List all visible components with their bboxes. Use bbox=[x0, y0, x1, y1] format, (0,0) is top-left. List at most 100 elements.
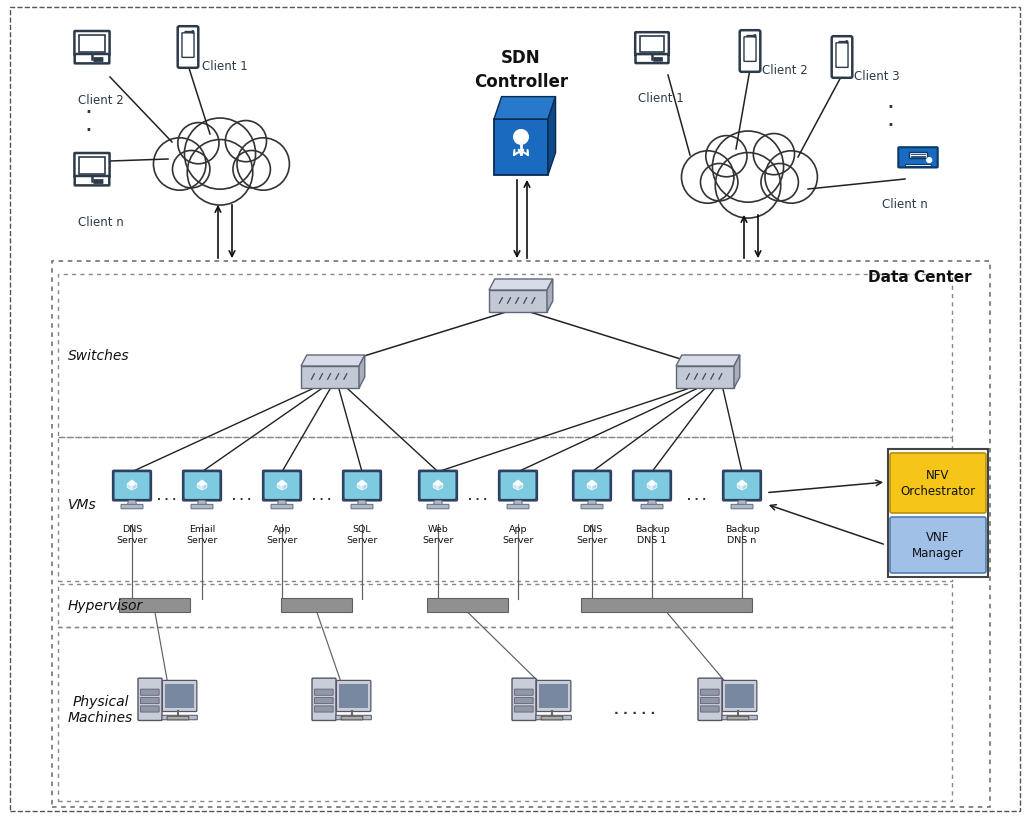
Polygon shape bbox=[301, 355, 365, 367]
Polygon shape bbox=[737, 484, 742, 491]
FancyBboxPatch shape bbox=[908, 152, 927, 159]
FancyBboxPatch shape bbox=[574, 472, 610, 500]
FancyBboxPatch shape bbox=[581, 505, 603, 509]
FancyBboxPatch shape bbox=[700, 698, 719, 704]
Text: Physical
Machines: Physical Machines bbox=[68, 694, 133, 724]
Polygon shape bbox=[434, 484, 438, 491]
Polygon shape bbox=[277, 499, 286, 505]
Polygon shape bbox=[587, 499, 596, 505]
Text: Client 3: Client 3 bbox=[854, 70, 899, 83]
Circle shape bbox=[226, 121, 267, 162]
Polygon shape bbox=[197, 484, 202, 491]
Text: Hypervisor: Hypervisor bbox=[68, 599, 143, 613]
Text: Client n: Client n bbox=[78, 215, 124, 229]
Polygon shape bbox=[547, 279, 553, 313]
Circle shape bbox=[178, 124, 219, 165]
Circle shape bbox=[184, 119, 255, 190]
FancyBboxPatch shape bbox=[740, 31, 760, 73]
Polygon shape bbox=[127, 484, 132, 491]
Text: ·: · bbox=[886, 96, 894, 120]
Polygon shape bbox=[518, 484, 523, 491]
FancyBboxPatch shape bbox=[722, 715, 757, 720]
Polygon shape bbox=[592, 484, 596, 491]
FancyBboxPatch shape bbox=[122, 505, 143, 509]
Text: App
Server: App Server bbox=[503, 524, 534, 544]
FancyBboxPatch shape bbox=[541, 717, 562, 720]
FancyBboxPatch shape bbox=[722, 681, 757, 712]
Text: NFV
Orchestrator: NFV Orchestrator bbox=[900, 469, 975, 498]
Polygon shape bbox=[128, 499, 137, 505]
FancyBboxPatch shape bbox=[838, 42, 846, 43]
FancyBboxPatch shape bbox=[905, 165, 931, 167]
Polygon shape bbox=[434, 480, 443, 486]
FancyBboxPatch shape bbox=[890, 518, 986, 573]
Polygon shape bbox=[676, 355, 740, 367]
FancyBboxPatch shape bbox=[191, 505, 213, 509]
Polygon shape bbox=[357, 499, 367, 505]
Polygon shape bbox=[357, 484, 362, 491]
Circle shape bbox=[706, 137, 747, 178]
Circle shape bbox=[233, 152, 271, 188]
Text: ·: · bbox=[84, 119, 92, 143]
Circle shape bbox=[761, 165, 798, 201]
FancyBboxPatch shape bbox=[640, 37, 664, 53]
FancyBboxPatch shape bbox=[264, 472, 300, 500]
FancyBboxPatch shape bbox=[140, 690, 160, 695]
FancyBboxPatch shape bbox=[344, 472, 380, 500]
FancyBboxPatch shape bbox=[514, 706, 534, 713]
Circle shape bbox=[682, 152, 734, 204]
Text: Email
Server: Email Server bbox=[186, 524, 217, 544]
Polygon shape bbox=[676, 367, 734, 388]
Polygon shape bbox=[489, 279, 553, 291]
FancyBboxPatch shape bbox=[700, 706, 719, 713]
Polygon shape bbox=[587, 484, 592, 491]
Text: Backup
DNS 1: Backup DNS 1 bbox=[634, 524, 670, 544]
Text: SQL
Server: SQL Server bbox=[346, 524, 378, 544]
FancyBboxPatch shape bbox=[75, 177, 109, 186]
Text: Controller: Controller bbox=[474, 73, 569, 91]
Polygon shape bbox=[202, 484, 207, 491]
Polygon shape bbox=[513, 480, 523, 486]
FancyBboxPatch shape bbox=[514, 690, 534, 695]
FancyBboxPatch shape bbox=[183, 472, 220, 500]
Polygon shape bbox=[494, 97, 555, 120]
FancyBboxPatch shape bbox=[890, 454, 986, 514]
FancyBboxPatch shape bbox=[314, 698, 333, 704]
Text: . . .: . . . bbox=[233, 491, 251, 501]
Polygon shape bbox=[132, 484, 137, 491]
FancyBboxPatch shape bbox=[74, 154, 109, 178]
Text: Client 2: Client 2 bbox=[78, 94, 124, 106]
Circle shape bbox=[846, 42, 848, 43]
FancyBboxPatch shape bbox=[140, 706, 160, 713]
FancyBboxPatch shape bbox=[633, 472, 671, 500]
FancyBboxPatch shape bbox=[747, 36, 754, 38]
Text: App
Server: App Server bbox=[267, 524, 298, 544]
Circle shape bbox=[700, 165, 737, 201]
FancyBboxPatch shape bbox=[341, 717, 363, 720]
Text: VNF
Manager: VNF Manager bbox=[912, 531, 964, 560]
Polygon shape bbox=[357, 480, 367, 486]
Polygon shape bbox=[652, 484, 657, 491]
FancyBboxPatch shape bbox=[653, 58, 663, 62]
Polygon shape bbox=[647, 484, 652, 491]
Text: Client 2: Client 2 bbox=[762, 64, 808, 77]
Circle shape bbox=[765, 152, 818, 204]
Text: Switches: Switches bbox=[68, 349, 130, 363]
Circle shape bbox=[713, 132, 784, 203]
FancyBboxPatch shape bbox=[184, 32, 192, 34]
Text: SDN: SDN bbox=[502, 49, 541, 67]
FancyBboxPatch shape bbox=[314, 690, 333, 695]
Polygon shape bbox=[737, 499, 747, 505]
Text: Backup
DNS n: Backup DNS n bbox=[725, 524, 759, 544]
FancyBboxPatch shape bbox=[162, 715, 198, 720]
FancyBboxPatch shape bbox=[582, 599, 753, 613]
FancyBboxPatch shape bbox=[138, 678, 162, 721]
FancyBboxPatch shape bbox=[641, 505, 663, 509]
FancyBboxPatch shape bbox=[119, 599, 191, 613]
FancyBboxPatch shape bbox=[727, 717, 749, 720]
Circle shape bbox=[754, 36, 756, 38]
FancyBboxPatch shape bbox=[731, 505, 753, 509]
Polygon shape bbox=[587, 480, 596, 486]
Text: Client n: Client n bbox=[882, 197, 928, 210]
FancyBboxPatch shape bbox=[507, 505, 529, 509]
